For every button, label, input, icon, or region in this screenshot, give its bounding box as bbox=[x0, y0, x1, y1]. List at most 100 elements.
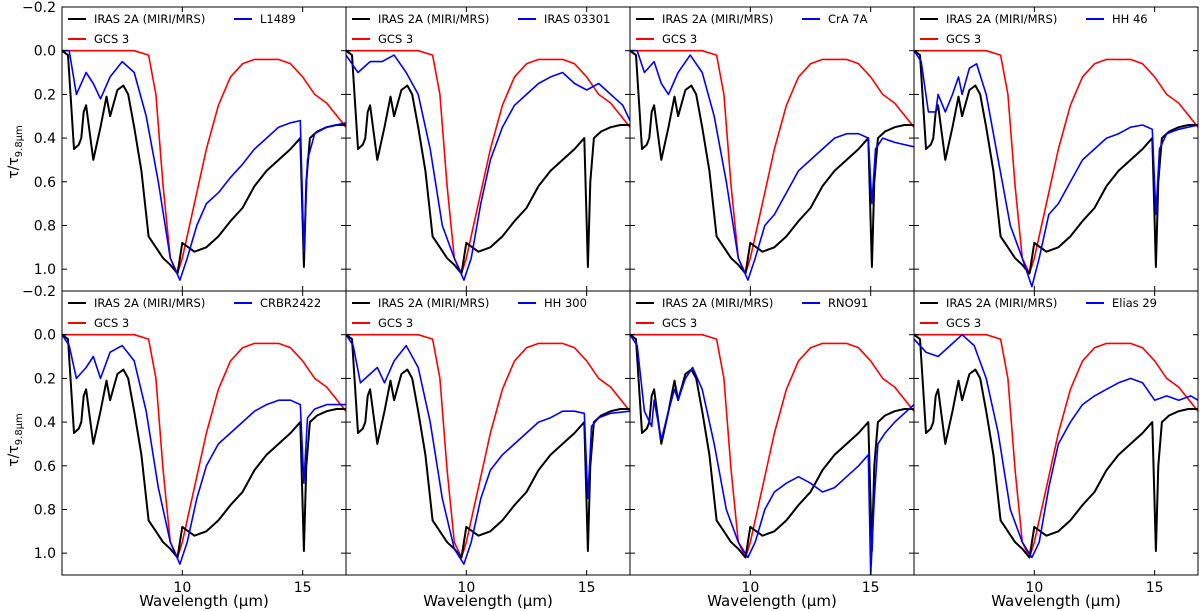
legend-item-gcs3: GCS 3 bbox=[68, 32, 129, 46]
ytick-label: 0.0 bbox=[34, 328, 56, 344]
xtick-label: 10 bbox=[1025, 580, 1043, 596]
ylabel-main: τ/τ bbox=[6, 157, 22, 179]
legend-item-source: CRBR2422 bbox=[234, 296, 321, 310]
xtick-label: 15 bbox=[862, 580, 880, 596]
xlabel-col-3: Wavelength (μm) bbox=[707, 592, 837, 610]
legend-label: RNO91 bbox=[828, 296, 868, 310]
legend-label: GCS 3 bbox=[946, 316, 981, 330]
series-line-source bbox=[914, 333, 1198, 559]
legend: IRAS 2A (MIRI/MRS) GCS 3 L1489 bbox=[68, 12, 296, 46]
series-line-gcs3 bbox=[630, 333, 914, 559]
legend-item-iras2a: IRAS 2A (MIRI/MRS) bbox=[920, 12, 1057, 26]
ytick-label: 0.4 bbox=[34, 415, 56, 431]
plot-area bbox=[630, 333, 914, 575]
legend-label: IRAS 2A (MIRI/MRS) bbox=[662, 12, 773, 26]
plot-area bbox=[346, 49, 630, 281]
ylabel-subscript: 9.8μm bbox=[14, 125, 25, 157]
series-line-gcs3 bbox=[62, 333, 346, 559]
series-line-gcs3 bbox=[346, 333, 630, 559]
panel-2: IRAS 2A (MIRI/MRS) GCS 3 IRAS 03301 bbox=[345, 6, 631, 292]
plot-area bbox=[914, 333, 1198, 559]
series-line-source bbox=[346, 334, 630, 565]
panel-5: −0.2 0.0 0.2 0.4 0.6 0.8 1.0 10 15 IRAS 2A (MIRI/… bbox=[22, 284, 347, 596]
legend: IRAS 2A (MIRI/MRS) GCS 3 RNO91 bbox=[636, 296, 868, 330]
series-line-source bbox=[346, 54, 630, 281]
legend-label: IRAS 03301 bbox=[544, 12, 610, 26]
legend-label: CrA 7A bbox=[828, 12, 868, 26]
legend: IRAS 2A (MIRI/MRS) GCS 3 CrA 7A bbox=[636, 12, 868, 46]
panel-frame bbox=[913, 290, 1199, 576]
legend-item-iras2a: IRAS 2A (MIRI/MRS) bbox=[352, 12, 489, 26]
panel-4: IRAS 2A (MIRI/MRS) GCS 3 HH 46 bbox=[913, 6, 1199, 292]
legend-label: IRAS 2A (MIRI/MRS) bbox=[94, 296, 205, 310]
legend-item-source: IRAS 03301 bbox=[518, 12, 610, 26]
legend-label: GCS 3 bbox=[378, 32, 413, 46]
series-line-iras2a bbox=[914, 49, 1198, 275]
ytick-label: −0.2 bbox=[22, 0, 56, 16]
legend-label: GCS 3 bbox=[94, 316, 129, 330]
legend-label: GCS 3 bbox=[94, 32, 129, 46]
legend-item-iras2a: IRAS 2A (MIRI/MRS) bbox=[352, 296, 489, 310]
legend-item-source: CrA 7A bbox=[802, 12, 868, 26]
legend-item-iras2a: IRAS 2A (MIRI/MRS) bbox=[920, 296, 1057, 310]
ytick-label: 0.8 bbox=[34, 502, 56, 518]
ytick-label: 0.0 bbox=[34, 44, 56, 60]
ylabel-top: τ/τ9.8μm bbox=[6, 125, 25, 179]
legend-item-gcs3: GCS 3 bbox=[352, 316, 413, 330]
legend-label: GCS 3 bbox=[662, 32, 697, 46]
legend-label: Elias 29 bbox=[1112, 296, 1157, 310]
ytick-label: 0.8 bbox=[34, 218, 56, 234]
legend-label: IRAS 2A (MIRI/MRS) bbox=[946, 12, 1057, 26]
legend-label: L1489 bbox=[260, 12, 296, 26]
legend: IRAS 2A (MIRI/MRS) GCS 3 CRBR2422 bbox=[68, 296, 321, 330]
series-line-iras2a bbox=[346, 49, 630, 275]
legend: IRAS 2A (MIRI/MRS) GCS 3 Elias 29 bbox=[920, 296, 1157, 330]
series-line-gcs3 bbox=[914, 49, 1198, 275]
legend-item-gcs3: GCS 3 bbox=[920, 316, 981, 330]
legend-label: HH 300 bbox=[544, 296, 587, 310]
legend-item-source: L1489 bbox=[234, 12, 296, 26]
plot-area bbox=[914, 49, 1198, 288]
legend-item-source: HH 300 bbox=[518, 296, 587, 310]
xtick-label: 15 bbox=[294, 580, 312, 596]
panel-grid: −0.2 0.0 0.2 0.4 0.6 0.8 1.0 IRAS 2A (MIRI/MRS)… bbox=[22, 0, 1199, 596]
legend: IRAS 2A (MIRI/MRS) GCS 3 HH 300 bbox=[352, 296, 587, 330]
xtick-label: 10 bbox=[457, 580, 475, 596]
legend-item-source: RNO91 bbox=[802, 296, 868, 310]
xtick-label: 15 bbox=[578, 580, 596, 596]
ytick-label: 0.2 bbox=[34, 87, 56, 103]
legend: IRAS 2A (MIRI/MRS) GCS 3 HH 46 bbox=[920, 12, 1148, 46]
xtick-label: 10 bbox=[741, 580, 759, 596]
series-line-iras2a bbox=[630, 49, 914, 275]
ytick-label: 1.0 bbox=[34, 546, 56, 562]
plot-area bbox=[630, 49, 914, 281]
panel-1: −0.2 0.0 0.2 0.4 0.6 0.8 1.0 IRAS 2A (MIRI/MRS)… bbox=[22, 0, 347, 292]
legend-label: IRAS 2A (MIRI/MRS) bbox=[946, 296, 1057, 310]
legend-item-iras2a: IRAS 2A (MIRI/MRS) bbox=[68, 12, 205, 26]
legend-item-gcs3: GCS 3 bbox=[920, 32, 981, 46]
panel-3: IRAS 2A (MIRI/MRS) GCS 3 CrA 7A bbox=[629, 6, 915, 292]
legend: IRAS 2A (MIRI/MRS) GCS 3 IRAS 03301 bbox=[352, 12, 610, 46]
series-line-source bbox=[914, 50, 1198, 288]
axis-labels: τ/τ9.8μm τ/τ9.8μm Wavelength (μm) Wavele… bbox=[6, 125, 1121, 610]
xlabel-col-2: Wavelength (μm) bbox=[423, 592, 553, 610]
ylabel-bottom: τ/τ9.8μm bbox=[6, 413, 25, 467]
legend-item-iras2a: IRAS 2A (MIRI/MRS) bbox=[636, 296, 773, 310]
ytick-label: 0.4 bbox=[34, 131, 56, 147]
plot-area bbox=[62, 333, 346, 565]
legend-label: GCS 3 bbox=[378, 316, 413, 330]
legend-item-iras2a: IRAS 2A (MIRI/MRS) bbox=[68, 296, 205, 310]
panel-6: 10 15 IRAS 2A (MIRI/MRS) GCS 3 HH 300 bbox=[345, 290, 631, 596]
panel-8: 10 15 IRAS 2A (MIRI/MRS) GCS 3 Elias 29 bbox=[913, 290, 1199, 596]
legend-label: IRAS 2A (MIRI/MRS) bbox=[378, 296, 489, 310]
series-line-iras2a bbox=[62, 333, 346, 559]
legend-label: GCS 3 bbox=[662, 316, 697, 330]
series-line-iras2a bbox=[630, 333, 914, 559]
legend-item-iras2a: IRAS 2A (MIRI/MRS) bbox=[636, 12, 773, 26]
series-line-source bbox=[62, 334, 346, 565]
legend-label: IRAS 2A (MIRI/MRS) bbox=[378, 12, 489, 26]
xtick-label: 15 bbox=[1146, 580, 1164, 596]
ytick-label: 0.2 bbox=[34, 371, 56, 387]
legend-label: GCS 3 bbox=[946, 32, 981, 46]
